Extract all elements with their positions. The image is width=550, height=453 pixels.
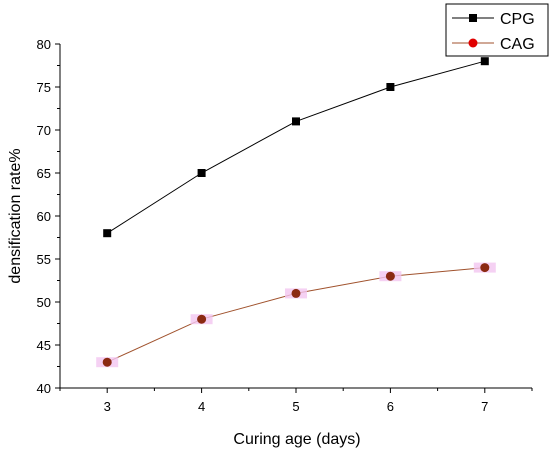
data-point-cpg <box>480 57 489 66</box>
data-point-cpg <box>103 229 112 238</box>
axes <box>59 44 532 389</box>
data-point-cpg <box>197 169 206 177</box>
legend-marker-cag <box>468 38 478 48</box>
y-tick-label: 75 <box>37 80 51 95</box>
legend-box <box>445 3 549 57</box>
data-point-cpg <box>292 117 300 126</box>
y-tick-label: 65 <box>37 166 51 181</box>
y-axis-title: densification rate% <box>7 148 24 283</box>
x-axis-title: Curing age (days) <box>233 431 360 448</box>
x-tick-label: 7 <box>481 399 488 414</box>
x-tick-label: 5 <box>292 399 299 414</box>
data-point-cag <box>291 288 301 298</box>
x-tick-label: 4 <box>198 399 205 414</box>
legend-label-cpg: CPG <box>500 11 535 28</box>
data-point-cag <box>102 357 112 367</box>
series-layer <box>96 57 496 368</box>
data-point-cag <box>480 263 490 273</box>
y-tick-label: 70 <box>37 123 51 138</box>
legend-marker-cpg <box>469 14 477 22</box>
y-tick-label: 80 <box>37 37 51 52</box>
data-point-cag <box>197 314 207 324</box>
y-tick-label: 45 <box>37 338 51 353</box>
legend: CPG CAG <box>445 3 549 57</box>
x-tick-label: 3 <box>104 399 111 414</box>
y-tick-label: 55 <box>37 252 51 267</box>
series-line-cag <box>106 267 485 363</box>
y-tick-label: 50 <box>37 295 51 310</box>
y-tick-label: 40 <box>37 381 51 396</box>
x-tick-label: 6 <box>387 399 394 414</box>
data-point-cpg <box>386 83 395 91</box>
series-line-cpg <box>106 60 485 234</box>
y-tick-label: 60 <box>37 209 51 224</box>
data-point-cag <box>385 271 395 281</box>
legend-label-cag: CAG <box>500 36 535 53</box>
